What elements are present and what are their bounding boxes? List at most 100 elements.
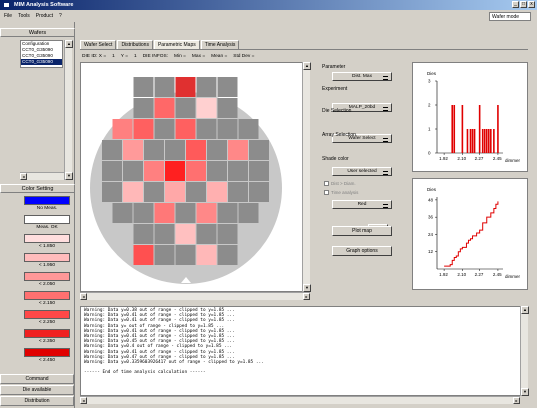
maximize-button[interactable]: □ [520, 1, 527, 8]
map-vscrollbar[interactable]: ▲ ▼ [302, 62, 311, 292]
die-cell[interactable] [154, 245, 175, 265]
die-cell[interactable] [154, 119, 175, 139]
array-selection-dropdown[interactable]: User selected [332, 167, 392, 176]
die-cell[interactable] [175, 77, 196, 97]
wafer-map[interactable] [81, 63, 309, 291]
die-cell[interactable] [186, 140, 206, 160]
die-cell[interactable] [154, 224, 175, 244]
die-cell[interactable] [207, 161, 227, 181]
die-cell[interactable] [144, 140, 164, 160]
die-cell[interactable] [249, 161, 269, 181]
die-cell[interactable] [196, 224, 217, 244]
die-cell[interactable] [196, 245, 217, 265]
legend-swatch[interactable] [24, 215, 70, 224]
die-cell[interactable] [217, 224, 238, 244]
legend-swatch[interactable] [24, 329, 70, 338]
die-cell[interactable] [228, 161, 248, 181]
wafer-mode-select[interactable]: Wafer mode [489, 12, 531, 21]
legend-swatch[interactable] [24, 234, 70, 243]
die-cell[interactable] [175, 203, 196, 223]
console-vscrollbar[interactable]: ▲ ▼ [520, 306, 529, 396]
die-cell[interactable] [196, 119, 217, 139]
die-cell[interactable] [217, 203, 238, 223]
command-button[interactable]: Command [0, 374, 74, 384]
tab-time-analysis[interactable]: Time Analysis [200, 40, 240, 49]
tab-parametric-maps[interactable]: Parametric Maps [153, 40, 200, 49]
plot-map-button[interactable]: Plot map [332, 226, 392, 236]
scroll-right-icon[interactable]: ▸ [303, 293, 310, 300]
die-cell[interactable] [154, 77, 175, 97]
die-cell[interactable] [186, 182, 206, 202]
scroll-down-icon[interactable]: ▼ [521, 388, 529, 396]
experiment-dropdown[interactable]: MALP_20bd [332, 103, 392, 112]
legend-swatch[interactable] [24, 196, 70, 205]
die-cell[interactable] [175, 119, 196, 139]
distribution-button[interactable]: Distribution [0, 396, 74, 406]
scroll-left-icon[interactable]: ◂ [20, 173, 27, 180]
menu-product[interactable]: Product [35, 13, 53, 19]
die-cell[interactable] [207, 140, 227, 160]
die-cell[interactable] [175, 224, 196, 244]
die-cell[interactable] [123, 182, 143, 202]
scroll-down-icon[interactable]: ▼ [65, 172, 73, 180]
die-cell[interactable] [186, 161, 206, 181]
die-cell[interactable] [217, 77, 238, 97]
wafer-list-scrollbar[interactable]: ▲ ▼ [64, 40, 73, 180]
scroll-left-icon[interactable]: ◂ [80, 293, 87, 300]
scroll-right-icon[interactable]: ▸ [513, 397, 520, 404]
legend-swatch[interactable] [24, 348, 70, 357]
die-cell[interactable] [133, 119, 154, 139]
die-cell[interactable] [217, 98, 238, 118]
die-cell[interactable] [133, 203, 154, 223]
die-cell[interactable] [175, 98, 196, 118]
tab-wafer-select[interactable]: Wafer Select [80, 40, 117, 49]
die-cell[interactable] [144, 182, 164, 202]
legend-swatch[interactable] [24, 291, 70, 300]
console-hscrollbar[interactable]: ◂ ▸ [80, 396, 520, 404]
die-cell[interactable] [165, 161, 185, 181]
die-cell[interactable] [165, 140, 185, 160]
close-button[interactable]: x [528, 1, 535, 8]
parameter-dropdown[interactable]: Dist. Max [332, 72, 392, 81]
legend-swatch[interactable] [24, 253, 70, 262]
die-cell[interactable] [123, 161, 143, 181]
graph-options-button[interactable]: Graph options [332, 246, 392, 256]
die-cell[interactable] [102, 161, 122, 181]
minimize-button[interactable]: _ [512, 1, 519, 8]
die-cell[interactable] [238, 119, 259, 139]
die-cell[interactable] [217, 119, 238, 139]
time-analysis-checkbox[interactable]: Time analysis [324, 188, 358, 196]
map-hscrollbar[interactable]: ◂ ▸ [80, 292, 310, 300]
wafer-list-item[interactable]: CCT0_G35090 [22, 53, 53, 58]
die-cell[interactable] [133, 245, 154, 265]
dist-diam-checkbox[interactable]: Dist > Diam. [324, 179, 356, 187]
die-cell[interactable] [123, 140, 143, 160]
die-cell[interactable] [249, 182, 269, 202]
menu-help[interactable]: ? [58, 13, 62, 19]
die-cell[interactable] [228, 140, 248, 160]
die-cell[interactable] [102, 140, 122, 160]
tab-distributions[interactable]: Distributions [117, 40, 153, 49]
die-cell[interactable] [196, 203, 217, 223]
die-cell[interactable] [154, 98, 175, 118]
die-cell[interactable] [102, 182, 122, 202]
die-cell[interactable] [112, 119, 133, 139]
die-cell[interactable] [112, 203, 133, 223]
wafer-list-item[interactable]: Configuration [22, 41, 50, 46]
shade-color-dropdown[interactable]: Red [332, 200, 392, 209]
die-cell[interactable] [196, 98, 217, 118]
menu-tools[interactable]: Tools [18, 13, 30, 19]
wafer-list-item[interactable]: CCT0_G35090 [22, 47, 53, 52]
scroll-down-icon[interactable]: ▼ [303, 284, 311, 292]
legend-swatch[interactable] [24, 272, 70, 281]
die-cell[interactable] [217, 245, 238, 265]
die-cell[interactable] [207, 182, 227, 202]
scroll-up-icon[interactable]: ▲ [65, 40, 73, 48]
scroll-left-icon[interactable]: ◂ [80, 397, 87, 404]
wafer-list-item-selected[interactable]: CCT0_G35090 [21, 59, 62, 65]
wafer-list[interactable]: Configuration CCT0_G35090 CCT0_G35090 CC… [20, 40, 63, 68]
console-output[interactable]: Warning: Data y=0.38 out of range - clip… [80, 306, 528, 396]
scroll-up-icon[interactable]: ▲ [521, 306, 529, 314]
legend-swatch[interactable] [24, 310, 70, 319]
die-cell[interactable] [133, 98, 154, 118]
